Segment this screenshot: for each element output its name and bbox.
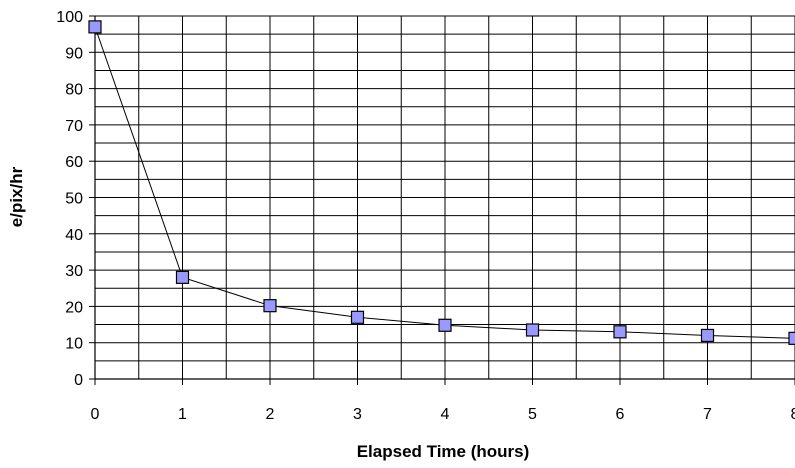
y-tick-label: 80 (65, 82, 83, 99)
series (88, 20, 795, 345)
y-axis-title: e/pix/hr (7, 166, 26, 227)
x-axis-title: Elapsed Time (hours) (357, 442, 530, 461)
x-tick-label: 8 (791, 406, 795, 423)
data-point-marker (88, 20, 102, 34)
y-tick-label: 100 (56, 9, 83, 26)
y-tick-label: 0 (74, 372, 83, 389)
y-tick-label: 90 (65, 45, 83, 62)
x-tick-label: 0 (91, 406, 100, 423)
data-point-marker (788, 331, 795, 345)
axes (89, 15, 795, 385)
x-tick-label: 2 (266, 406, 275, 423)
data-point-marker (525, 323, 540, 337)
x-tick-label: 1 (178, 406, 187, 423)
y-tick-label: 60 (65, 154, 83, 171)
grid (95, 15, 795, 379)
data-point-marker (438, 318, 452, 332)
x-tick-label: 4 (441, 406, 450, 423)
y-tick-label: 50 (65, 191, 83, 208)
data-point-marker (263, 299, 277, 313)
data-point-marker (350, 310, 365, 324)
tick-labels: 0 10 20 30 40 50 60 70 80 90 100 0 1 2 3 4 5 6 7 8 (56, 9, 795, 423)
data-point-marker (613, 325, 627, 339)
y-tick-label: 70 (65, 118, 83, 135)
x-tick-label: 5 (528, 406, 537, 423)
x-tick-label: 6 (616, 406, 625, 423)
y-tick-label: 10 (65, 336, 83, 353)
y-tick-label: 20 (65, 299, 83, 316)
data-point-marker (175, 270, 190, 284)
x-tick-label: 7 (703, 406, 712, 423)
y-tick-label: 40 (65, 227, 83, 244)
x-tick-label: 3 (353, 406, 362, 423)
data-point-marker (700, 328, 715, 343)
y-tick-label: 30 (65, 263, 83, 280)
